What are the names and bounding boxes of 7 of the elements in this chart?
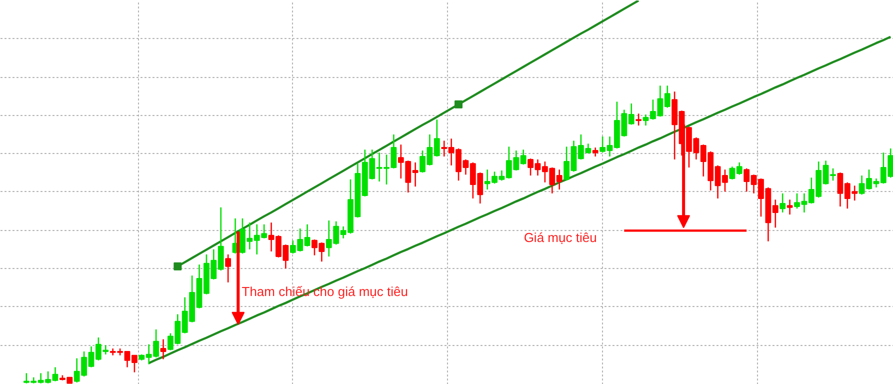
annotation: Giá mục tiêu [524,230,597,245]
candlestick [225,254,232,284]
annotation: Tham chiếu cho giá mục tiêu [242,284,408,299]
candlestick [786,198,793,216]
candlestick [780,192,786,214]
candlestick [160,338,166,360]
candlestick [636,112,642,126]
